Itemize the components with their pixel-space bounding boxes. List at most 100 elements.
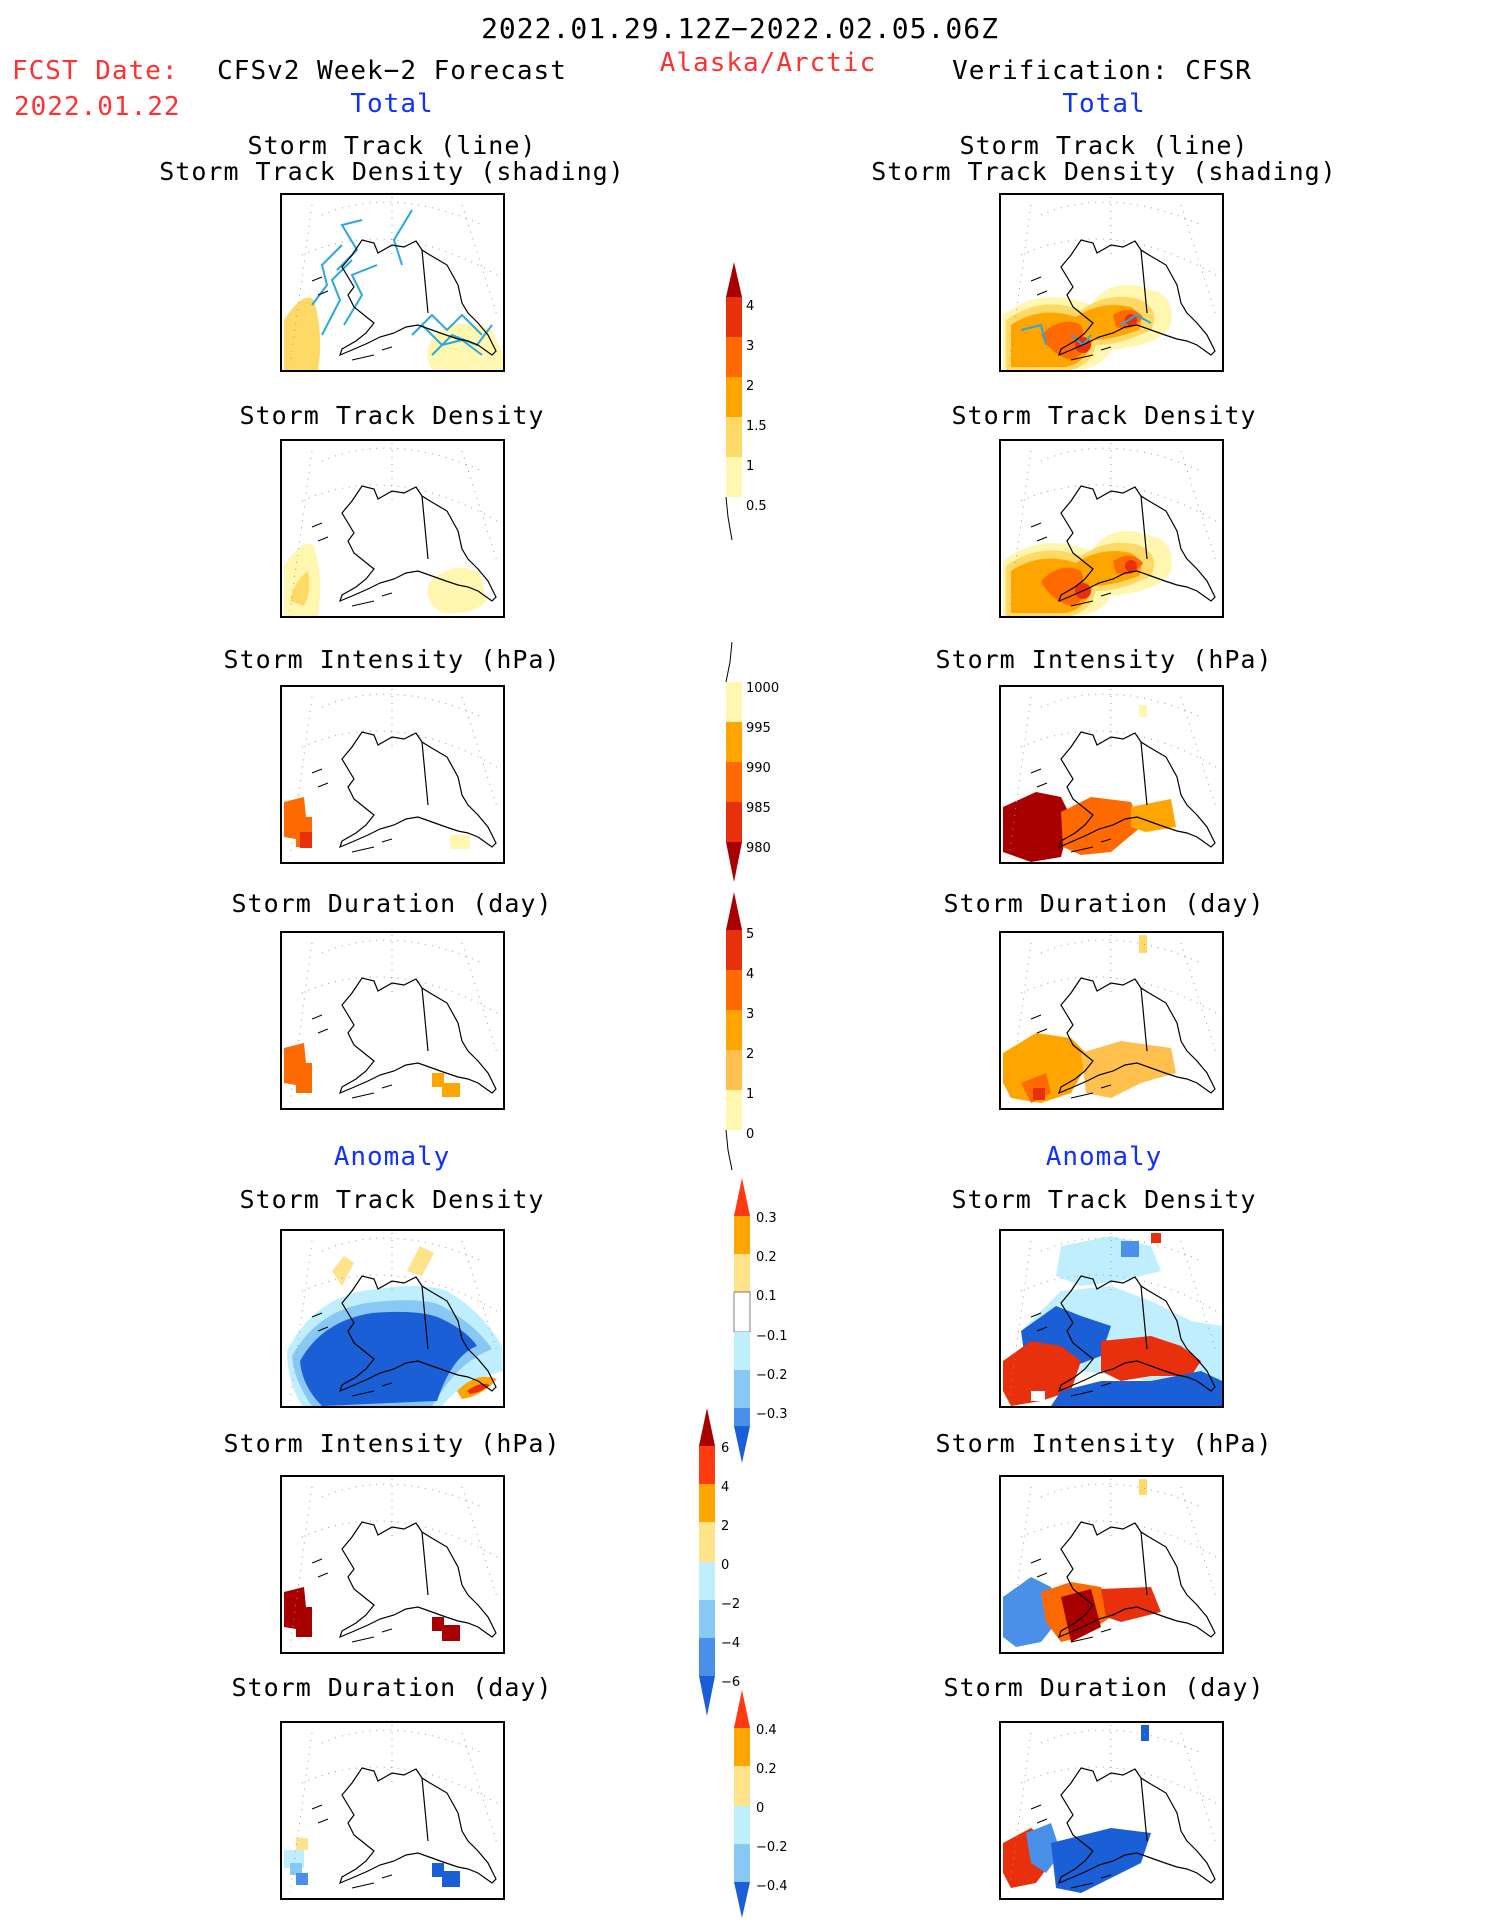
cbar-anom-duration-tick-2: 0 <box>756 1801 764 1816</box>
fcst-anom-density-shading <box>287 1233 503 1406</box>
cbar-anom-intensity-tick-3: 0 <box>721 1558 729 1573</box>
region-title: Alaska/Arctic <box>659 48 877 78</box>
verif-anom-intensity-shading <box>1003 1479 1217 1648</box>
verif-density-title: Storm Track Density <box>951 401 1257 430</box>
cbar-anom-intensity-tick-0: 6 <box>721 1441 729 1456</box>
cbar-intensity-tick-0: 1000 <box>746 681 779 696</box>
fcst-date-label: FCST Date: <box>12 56 179 86</box>
fcst-intensity-title: Storm Intensity (hPa) <box>223 645 561 674</box>
cbar-density-tick-0: 4 <box>746 299 754 314</box>
cbar-anom-duration-tick-1: 0.2 <box>756 1762 777 1777</box>
verif-track-shading <box>1003 197 1217 370</box>
cbar-anom-density-tick-4: −0.2 <box>756 1368 788 1383</box>
fcst-duration-shading <box>284 935 498 1104</box>
cbar-density-tick-5: 0.5 <box>746 499 767 514</box>
cbar-intensity-tick-1: 995 <box>746 721 771 736</box>
fcst-track-shading-title: Storm Track Density (shading) <box>159 157 625 186</box>
verif-anomaly-label: Anomaly <box>1045 1142 1163 1172</box>
alaska-coastline <box>289 443 498 612</box>
cbar-anom-intensity-tick-4: −2 <box>721 1597 740 1612</box>
cbar-anom-density-tick-0: 0.3 <box>756 1211 777 1226</box>
cbar-density-tick-1: 3 <box>746 339 754 354</box>
cbar-density-tick-3: 1.5 <box>746 419 767 434</box>
verif-density-shading <box>1003 443 1217 616</box>
colorbar-duration-anom: 0.4 0.2 0 −0.2 −0.4 <box>734 1690 788 1918</box>
alaska-coastline <box>289 197 498 366</box>
cbar-duration-tick-3: 2 <box>746 1047 754 1062</box>
verif-anom-density-title: Storm Track Density <box>951 1185 1257 1214</box>
cbar-anom-intensity-tick-6: −6 <box>721 1675 740 1690</box>
cbar-intensity-tick-3: 985 <box>746 801 771 816</box>
colorbar-intensity-total: 1000 995 990 985 980 <box>725 642 779 882</box>
verif-anom-intensity-title: Storm Intensity (hPa) <box>935 1429 1273 1458</box>
cbar-duration-tick-1: 4 <box>746 967 754 982</box>
alaska-coastline <box>289 689 498 858</box>
alaska-coastline <box>1008 935 1217 1104</box>
verif-duration-map <box>999 931 1224 1110</box>
date-range-title: 2022.01.29.12Z−2022.02.05.06Z <box>481 12 999 45</box>
fcst-density-shading <box>284 443 498 616</box>
fcst-duration-title: Storm Duration (day) <box>231 889 553 918</box>
fcst-anom-duration-title: Storm Duration (day) <box>231 1673 553 1702</box>
alaska-coastline <box>1008 1725 1217 1894</box>
fcst-anomaly-label: Anomaly <box>333 1142 451 1172</box>
verif-track-map <box>999 193 1224 372</box>
forecast-column-title: CFSv2 Week−2 Forecast <box>217 56 567 86</box>
alaska-coastline <box>1008 1479 1217 1648</box>
fcst-track-map <box>280 193 505 372</box>
verif-duration-shading <box>1003 935 1217 1104</box>
fcst-duration-map <box>280 931 505 1110</box>
verif-anom-duration-shading <box>1003 1725 1217 1894</box>
colorbar-density-anom: 0.3 0.2 0.1 −0.1 −0.2 −0.3 <box>733 1178 788 1463</box>
alaska-coastline <box>289 935 498 1104</box>
cbar-anom-duration-tick-4: −0.4 <box>756 1879 788 1894</box>
cbar-duration-tick-5: 0 <box>746 1127 754 1142</box>
fcst-intensity-shading <box>284 689 498 858</box>
fcst-anom-intensity-shading <box>284 1479 498 1648</box>
verif-duration-title: Storm Duration (day) <box>943 889 1265 918</box>
cbar-density-tick-2: 2 <box>746 379 754 394</box>
cbar-anom-intensity-tick-5: −4 <box>721 1636 740 1651</box>
alaska-coastline <box>289 1725 498 1894</box>
cbar-density-tick-4: 1 <box>746 459 754 474</box>
fcst-intensity-map <box>280 685 505 864</box>
cbar-anom-duration-tick-0: 0.4 <box>756 1723 777 1738</box>
alaska-coastline <box>1008 1233 1217 1402</box>
verification-column-title: Verification: CFSR <box>952 56 1252 86</box>
cbar-anom-density-tick-3: −0.1 <box>756 1329 788 1344</box>
fcst-anom-intensity-title: Storm Intensity (hPa) <box>223 1429 561 1458</box>
cbar-anom-intensity-tick-1: 4 <box>721 1480 729 1495</box>
verif-intensity-map <box>999 685 1224 864</box>
fcst-anom-density-map <box>280 1229 505 1408</box>
cbar-anom-density-tick-2: 0.1 <box>756 1289 777 1304</box>
alaska-coastline <box>1008 443 1217 612</box>
verif-anom-density-map <box>999 1229 1224 1408</box>
cbar-duration-tick-2: 3 <box>746 1007 754 1022</box>
colorbar-intensity-anom: 6 4 2 0 −2 −4 −6 <box>699 1408 740 1716</box>
verification-total-label: Total <box>1062 89 1146 119</box>
colorbar-density-total: 4 3 2 1.5 1 0.5 <box>725 262 767 541</box>
fcst-density-map <box>280 439 505 618</box>
alaska-coastline <box>289 1233 498 1402</box>
cbar-intensity-tick-4: 980 <box>746 841 771 856</box>
fcst-anom-duration-map <box>280 1721 505 1900</box>
cbar-anom-density-tick-5: −0.3 <box>756 1407 788 1422</box>
alaska-coastline <box>289 1479 498 1648</box>
verif-density-map <box>999 439 1224 618</box>
fcst-anom-duration-shading <box>284 1725 498 1894</box>
verif-intensity-title: Storm Intensity (hPa) <box>935 645 1273 674</box>
fcst-anom-density-title: Storm Track Density <box>239 1185 545 1214</box>
verif-track-shading-title: Storm Track Density (shading) <box>871 157 1337 186</box>
fcst-date-value: 2022.01.22 <box>14 92 181 122</box>
cbar-duration-tick-0: 5 <box>746 927 754 942</box>
fcst-track-shading <box>284 197 503 370</box>
verif-track-line-title: Storm Track (line) <box>959 131 1249 160</box>
verif-anom-density-shading <box>1003 1233 1222 1406</box>
fcst-density-title: Storm Track Density <box>239 401 545 430</box>
cbar-intensity-tick-2: 990 <box>746 761 771 776</box>
fcst-anom-intensity-map <box>280 1475 505 1654</box>
verif-anom-duration-title: Storm Duration (day) <box>943 1673 1265 1702</box>
cbar-anom-intensity-tick-2: 2 <box>721 1519 729 1534</box>
cbar-duration-tick-4: 1 <box>746 1087 754 1102</box>
forecast-total-label: Total <box>350 89 434 119</box>
